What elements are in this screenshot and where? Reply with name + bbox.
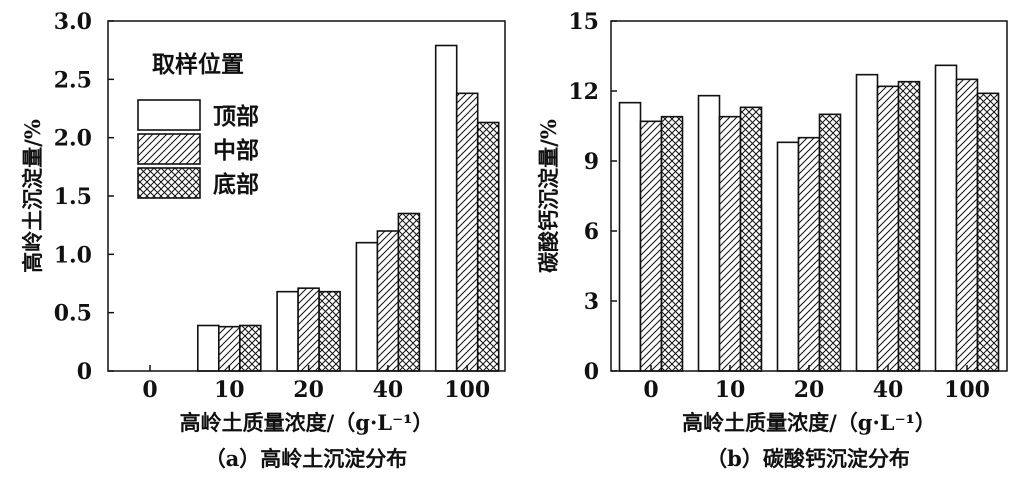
- bar-中部-20: [297, 287, 320, 372]
- bar-中部-20: [797, 136, 821, 372]
- bar-底部-20: [818, 113, 842, 372]
- bar-底部-10: [739, 106, 763, 372]
- bar-顶部-40: [855, 73, 879, 372]
- chart-b: 0 10 20 40 100 0 3 6 9 12 15 碳酸钙沉淀量/% 高岭土质量浓度/（g·L⁻¹…: [536, 9, 1008, 471]
- legend-label: 底部: [213, 171, 259, 198]
- bar-中部-40: [376, 230, 400, 372]
- x-tick-label: 0: [643, 377, 658, 403]
- bar-底部-100: [976, 92, 1000, 372]
- x-axis-label: 高岭土质量浓度/（g·L⁻¹）: [180, 410, 434, 435]
- x-tick-label: 100: [944, 377, 990, 403]
- chart-a: 0 10 20 40 100 0 0.5 1.0 1.5 2.0 2.5 3.0 高岭土沉淀量/% 高岭土…: [20, 9, 506, 471]
- x-tick-label: 20: [794, 377, 825, 403]
- legend-swatch-中部: [137, 133, 201, 165]
- legend-title: 取样位置: [152, 51, 244, 78]
- x-tick-label: 10: [214, 377, 245, 403]
- x-tick-label: 0: [142, 377, 157, 403]
- x-tick-label: 100: [444, 377, 490, 403]
- x-axis-label: 高岭土质量浓度/（g·L⁻¹）: [682, 410, 936, 435]
- y-tick-label: 1.0: [54, 242, 92, 268]
- legend-swatch-顶部: [137, 99, 201, 131]
- y-tick-label: 3.0: [54, 9, 92, 35]
- bar-底部-40: [897, 80, 921, 372]
- legend-swatch-底部: [137, 167, 201, 199]
- bar-顶部-0: [618, 101, 642, 372]
- caption: （b）碳酸钙沉淀分布: [706, 446, 910, 471]
- bar-底部-0: [660, 115, 684, 372]
- x-tick-label: 40: [873, 377, 904, 403]
- bar-底部-100: [476, 121, 500, 372]
- bar-中部-10: [718, 115, 742, 372]
- x-tick-label: 10: [715, 377, 746, 403]
- bar-底部-40: [397, 212, 421, 372]
- bar-中部-0: [639, 120, 663, 372]
- x-tick-label: 40: [373, 377, 404, 403]
- bar-底部-20: [318, 290, 341, 372]
- y-tick-label: 15: [568, 9, 599, 35]
- bar-顶部-20: [276, 290, 299, 372]
- y-tick-label: 6: [584, 219, 599, 245]
- y-tick-label: 12: [568, 79, 599, 105]
- legend-label: 顶部: [213, 103, 259, 130]
- bar-中部-100: [955, 78, 979, 372]
- legend-label: 中部: [213, 137, 259, 164]
- y-tick-label: 0: [77, 359, 92, 385]
- bar-中部-10: [218, 325, 241, 372]
- y-tick-label: 9: [584, 149, 599, 175]
- y-axis-label: 高岭土沉淀量/%: [20, 119, 45, 273]
- bar-顶部-20: [776, 141, 800, 372]
- y-axis-label: 碳酸钙沉淀量/%: [536, 119, 561, 273]
- x-tick-label: 20: [293, 377, 324, 403]
- bar-顶部-100: [934, 64, 958, 372]
- y-tick-label: 0: [584, 359, 599, 385]
- y-tick-label: 0.5: [54, 301, 92, 327]
- y-tick-label: 2.5: [54, 67, 92, 93]
- caption: （a）高岭土沉淀分布: [205, 446, 408, 471]
- bar-中部-100: [455, 92, 479, 372]
- bar-顶部-10: [197, 324, 220, 372]
- bar-中部-40: [876, 85, 900, 372]
- plot-frame: [610, 20, 1008, 372]
- bar-底部-10: [239, 324, 262, 372]
- bar-顶部-10: [697, 94, 721, 372]
- y-tick-label: 2.0: [54, 126, 92, 152]
- y-tick-label: 1.5: [54, 184, 92, 210]
- bar-顶部-100: [434, 44, 458, 372]
- y-tick-label: 3: [584, 289, 599, 315]
- bar-顶部-40: [355, 241, 379, 372]
